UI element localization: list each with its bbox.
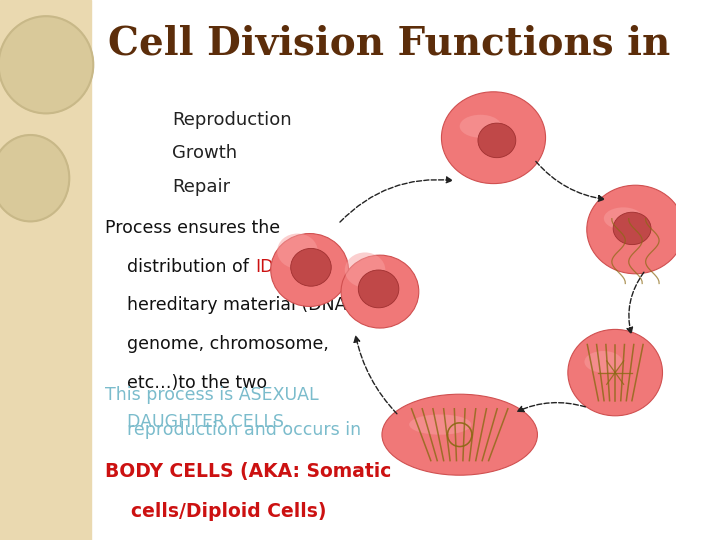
Bar	[0, 0, 91, 540]
Text: genome, chromosome,: genome, chromosome,	[105, 335, 328, 353]
Ellipse shape	[0, 16, 94, 113]
Ellipse shape	[341, 255, 419, 328]
Ellipse shape	[345, 252, 385, 287]
Ellipse shape	[604, 207, 643, 230]
Text: This process is ASEXUAL: This process is ASEXUAL	[105, 386, 318, 404]
Text: distribution of: distribution of	[105, 258, 254, 275]
Text: Reproduction: Reproduction	[172, 111, 292, 129]
Ellipse shape	[0, 135, 69, 221]
Ellipse shape	[568, 329, 662, 416]
Text: etc…)to the two: etc…)to the two	[105, 374, 267, 392]
Ellipse shape	[277, 233, 318, 268]
Text: IDENTICAL: IDENTICAL	[255, 258, 347, 275]
Ellipse shape	[478, 123, 516, 158]
FancyArrowPatch shape	[340, 177, 452, 222]
Text: Growth: Growth	[172, 144, 238, 162]
Text: reproduction and occurs in: reproduction and occurs in	[105, 421, 361, 439]
FancyArrowPatch shape	[518, 403, 585, 411]
FancyArrowPatch shape	[354, 336, 397, 414]
Ellipse shape	[587, 185, 684, 274]
Ellipse shape	[613, 212, 651, 245]
Ellipse shape	[409, 415, 472, 435]
Ellipse shape	[382, 394, 537, 475]
Text: DAUGHTER CELLS.: DAUGHTER CELLS.	[105, 413, 289, 431]
Text: Repair: Repair	[172, 178, 230, 195]
Text: hereditary material (DNA,: hereditary material (DNA,	[105, 296, 352, 314]
Ellipse shape	[291, 248, 331, 286]
Ellipse shape	[359, 270, 399, 308]
Ellipse shape	[271, 233, 348, 306]
Text: BODY CELLS (AKA: Somatic: BODY CELLS (AKA: Somatic	[105, 462, 391, 481]
Ellipse shape	[459, 115, 501, 138]
Ellipse shape	[441, 92, 546, 184]
Text: Cell Division Functions in: Cell Division Functions in	[107, 24, 670, 62]
FancyArrowPatch shape	[627, 272, 644, 333]
Text: Process ensures the: Process ensures the	[105, 219, 280, 237]
Text: cells/Diploid Cells): cells/Diploid Cells)	[105, 502, 326, 521]
FancyArrowPatch shape	[536, 161, 604, 201]
Ellipse shape	[585, 351, 622, 373]
